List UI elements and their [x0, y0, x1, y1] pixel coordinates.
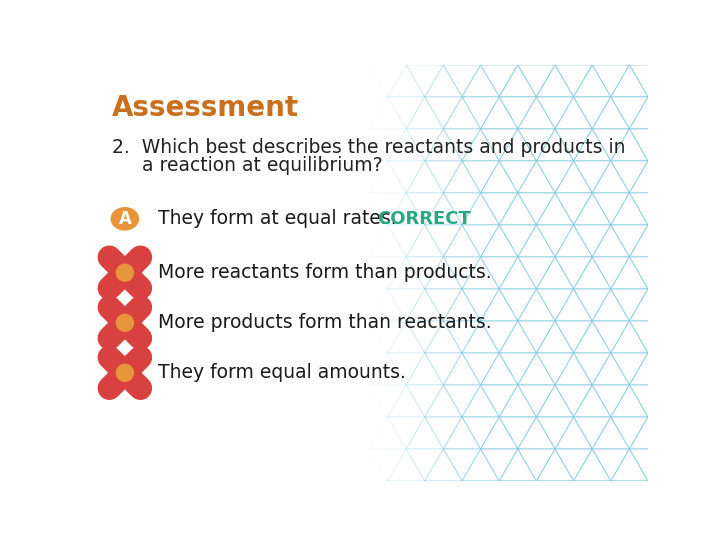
Circle shape	[118, 316, 132, 330]
Circle shape	[118, 366, 132, 380]
Text: More reactants form than products.: More reactants form than products.	[158, 263, 492, 282]
Circle shape	[117, 314, 133, 331]
Text: CORRECT: CORRECT	[377, 210, 471, 228]
Text: A: A	[118, 210, 131, 228]
Text: Assessment: Assessment	[112, 94, 299, 122]
Text: a reaction at equilibrium?: a reaction at equilibrium?	[112, 156, 382, 174]
Text: More products form than reactants.: More products form than reactants.	[158, 313, 492, 332]
Circle shape	[118, 266, 132, 280]
Circle shape	[117, 364, 133, 381]
Text: They form equal amounts.: They form equal amounts.	[158, 363, 406, 382]
Text: 2.  Which best describes the reactants and products in: 2. Which best describes the reactants an…	[112, 138, 625, 157]
Ellipse shape	[111, 208, 138, 230]
Text: They form at equal rates.: They form at equal rates.	[158, 210, 397, 228]
Circle shape	[117, 264, 133, 281]
